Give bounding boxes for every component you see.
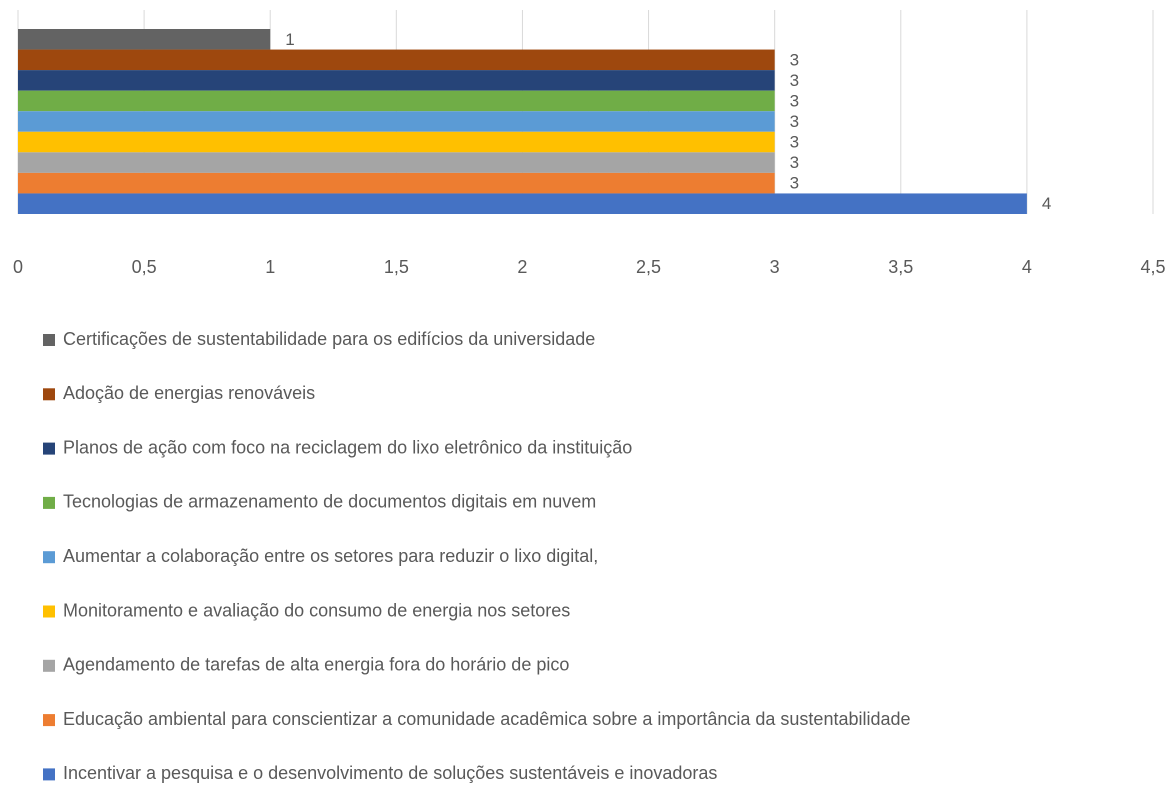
value-label: 3 — [790, 50, 799, 69]
value-label: 3 — [790, 153, 799, 172]
legend-label: Incentivar a pesquisa e o desenvolviment… — [63, 763, 717, 783]
x-tick-label: 0 — [13, 257, 23, 277]
legend-swatch — [43, 605, 55, 618]
bar — [18, 193, 1027, 214]
bar — [18, 29, 271, 50]
x-tick-label: 3 — [770, 257, 780, 277]
value-label: 3 — [790, 133, 799, 152]
legend-swatch — [43, 714, 55, 727]
bar — [18, 90, 775, 112]
x-tick-label: 0,5 — [132, 257, 157, 277]
legend-swatch — [43, 442, 55, 455]
legend-label: Adoção de energias renováveis — [63, 383, 315, 403]
x-tick-label: 3,5 — [888, 257, 913, 277]
x-tick-label: 4 — [1022, 257, 1032, 277]
value-label: 3 — [790, 71, 799, 90]
legend-label: Agendamento de tarefas de alta energia f… — [63, 655, 569, 675]
value-label: 4 — [1042, 194, 1051, 213]
legend-swatch — [43, 388, 55, 401]
x-tick-label: 1,5 — [384, 257, 409, 277]
bar — [18, 49, 775, 71]
bar — [18, 131, 775, 153]
x-tick-label: 2 — [517, 257, 527, 277]
bar — [18, 70, 775, 91]
legend-swatch — [43, 496, 55, 509]
legend-label: Planos de ação com foco na reciclagem do… — [63, 437, 632, 457]
legend-label: Certificações de sustentabilidade para o… — [63, 329, 595, 349]
legend-label: Tecnologias de armazenamento de document… — [63, 492, 596, 512]
x-tick-label: 1 — [265, 257, 275, 277]
legend-swatch — [43, 551, 55, 564]
legend-swatch — [43, 659, 55, 672]
x-tick-label: 2,5 — [636, 257, 661, 277]
value-label: 3 — [790, 174, 799, 193]
value-label: 3 — [790, 91, 799, 110]
legend-swatch — [43, 334, 55, 346]
bar — [18, 152, 775, 173]
value-label: 1 — [285, 30, 294, 49]
legend-swatch — [43, 768, 55, 781]
bar — [18, 111, 775, 132]
x-tick-label: 4,5 — [1140, 257, 1165, 277]
value-label: 3 — [790, 112, 799, 131]
legend-label: Educação ambiental para conscientizar a … — [63, 709, 911, 729]
bar — [18, 172, 775, 194]
legend-label: Aumentar a colaboração entre os setores … — [63, 546, 598, 566]
legend-label: Monitoramento e avaliação do consumo de … — [63, 600, 570, 620]
